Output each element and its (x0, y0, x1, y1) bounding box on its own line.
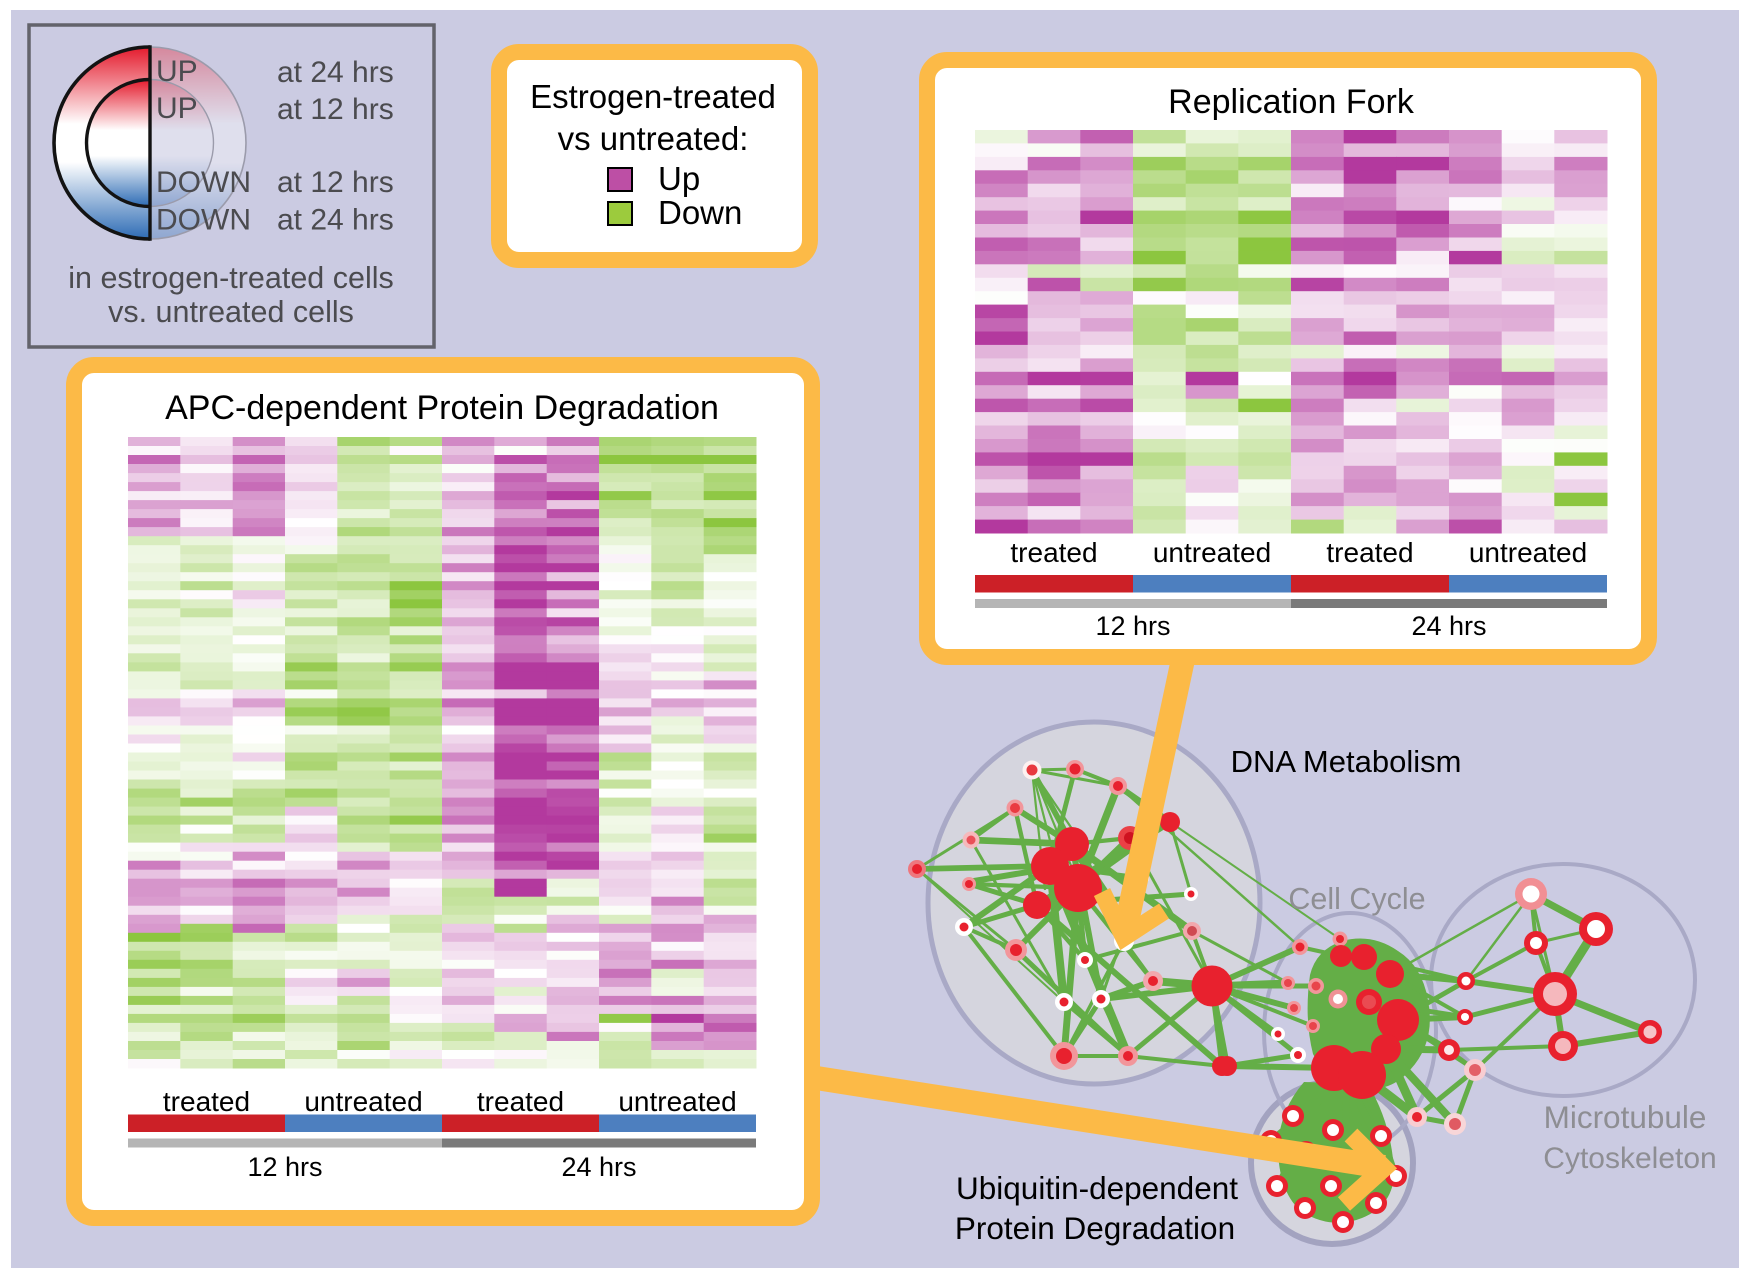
svg-text:vs. untreated cells: vs. untreated cells (108, 295, 354, 329)
svg-text:Down: Down (658, 194, 742, 231)
svg-text:Ubiquitin-dependent: Ubiquitin-dependent (956, 1170, 1238, 1206)
svg-text:treated: treated (477, 1086, 564, 1117)
svg-text:untreated: untreated (1469, 537, 1587, 568)
svg-text:untreated: untreated (304, 1086, 422, 1117)
svg-text:treated: treated (1010, 537, 1097, 568)
svg-text:DOWN: DOWN (156, 204, 251, 237)
svg-text:vs untreated:: vs untreated: (558, 120, 749, 157)
svg-text:Microtubule: Microtubule (1544, 1099, 1707, 1135)
svg-text:24 hrs: 24 hrs (561, 1152, 636, 1182)
svg-text:APC-dependent Protein Degradat: APC-dependent Protein Degradation (165, 389, 719, 427)
svg-text:UP: UP (156, 55, 198, 88)
svg-text:DNA Metabolism: DNA Metabolism (1231, 744, 1462, 779)
svg-text:12 hrs: 12 hrs (247, 1152, 322, 1182)
svg-text:12 hrs: 12 hrs (1095, 611, 1170, 641)
svg-text:treated: treated (163, 1086, 250, 1117)
svg-text:untreated: untreated (1153, 537, 1271, 568)
svg-text:Cytoskeleton: Cytoskeleton (1543, 1142, 1716, 1175)
svg-text:Estrogen-treated: Estrogen-treated (530, 78, 776, 115)
svg-text:24 hrs: 24 hrs (1411, 611, 1486, 641)
svg-text:at 12 hrs: at 12 hrs (277, 93, 394, 126)
svg-text:at 24 hrs: at 24 hrs (277, 56, 394, 89)
svg-text:UP: UP (156, 92, 198, 125)
svg-text:in estrogen-treated cells: in estrogen-treated cells (68, 261, 394, 295)
svg-text:at 24 hrs: at 24 hrs (277, 204, 394, 237)
svg-text:Replication Fork: Replication Fork (1168, 83, 1415, 121)
svg-text:Cell Cycle: Cell Cycle (1288, 882, 1425, 916)
svg-text:untreated: untreated (618, 1086, 736, 1117)
svg-text:Up: Up (658, 160, 700, 197)
svg-text:Protein Degradation: Protein Degradation (955, 1210, 1235, 1246)
svg-text:treated: treated (1326, 537, 1413, 568)
svg-text:DOWN: DOWN (156, 166, 251, 199)
svg-text:at 12 hrs: at 12 hrs (277, 166, 394, 199)
